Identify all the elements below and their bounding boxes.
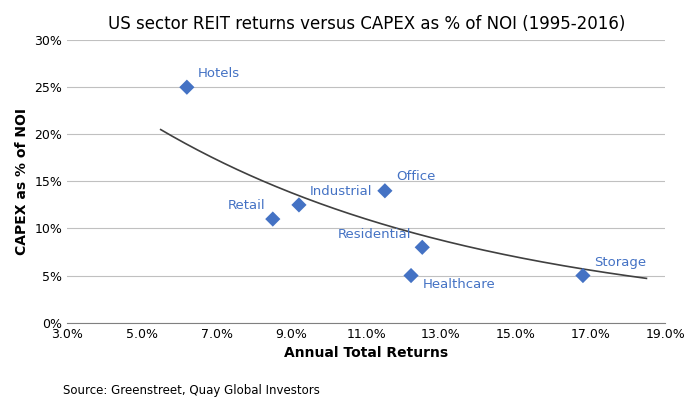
Point (379, 188, 391, 194)
Text: Storage: Storage (594, 256, 646, 269)
X-axis label: Annual Total Returns: Annual Total Returns (284, 346, 448, 360)
Text: Retail: Retail (228, 200, 265, 212)
Text: Residential: Residential (337, 228, 411, 241)
Text: Industrial: Industrial (310, 185, 372, 198)
Point (181, 84, 193, 91)
Title: US sector REIT returns versus CAPEX as % of NOI (1995-2016): US sector REIT returns versus CAPEX as %… (108, 15, 625, 33)
Point (416, 244, 428, 251)
Point (293, 202, 304, 208)
Text: Hotels: Hotels (198, 67, 240, 80)
Point (267, 216, 279, 222)
Text: Source: Greenstreet, Quay Global Investors: Source: Greenstreet, Quay Global Investo… (63, 384, 320, 397)
Y-axis label: CAPEX as % of NOI: CAPEX as % of NOI (15, 108, 29, 255)
Point (578, 273, 589, 279)
Point (405, 273, 416, 279)
Text: Healthcare: Healthcare (422, 278, 495, 290)
Text: Office: Office (396, 170, 435, 183)
